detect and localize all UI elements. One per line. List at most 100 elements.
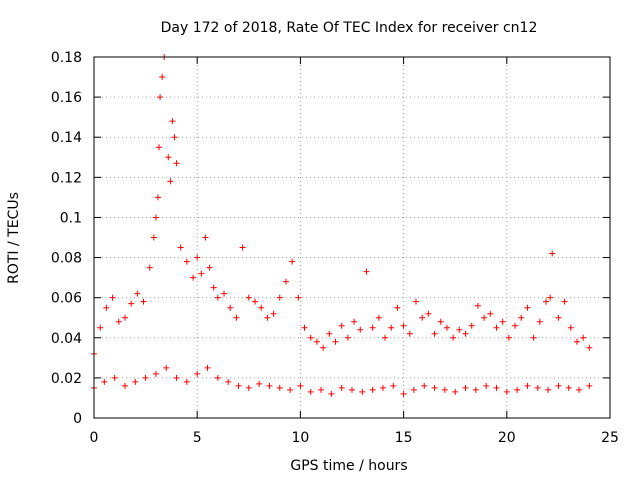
data-point — [338, 384, 345, 391]
y-tick-label: 0.08 — [51, 251, 82, 267]
data-point — [134, 290, 141, 297]
chart-title: Day 172 of 2018, Rate Of TEC Index for r… — [161, 20, 538, 36]
data-point — [177, 244, 184, 251]
data-point — [524, 382, 531, 389]
data-point — [128, 300, 135, 307]
data-point — [157, 94, 164, 101]
data-point — [359, 388, 366, 395]
data-point — [425, 310, 432, 317]
data-point — [456, 326, 463, 333]
data-point — [154, 194, 161, 201]
data-point — [441, 386, 448, 393]
data-point — [251, 298, 258, 305]
data-point — [132, 378, 139, 385]
y-tick-label: 0.12 — [51, 170, 82, 186]
data-point — [518, 314, 525, 321]
data-point — [256, 380, 263, 387]
x-tick-label: 0 — [90, 430, 99, 446]
data-point — [468, 322, 475, 329]
data-point — [452, 388, 459, 395]
y-tick-label: 0.18 — [51, 50, 82, 66]
data-point — [555, 382, 562, 389]
data-point — [565, 384, 572, 391]
data-point — [543, 298, 550, 305]
data-point — [295, 294, 302, 301]
data-point — [514, 386, 521, 393]
data-point — [156, 144, 163, 151]
data-point — [328, 390, 335, 397]
data-point — [332, 338, 339, 345]
data-point — [121, 382, 128, 389]
data-point — [344, 334, 351, 341]
data-point — [287, 386, 294, 393]
data-point — [313, 338, 320, 345]
data-point — [431, 384, 438, 391]
data-point — [351, 318, 358, 325]
data-point — [412, 298, 419, 305]
data-point — [258, 304, 265, 311]
x-tick-label: 10 — [291, 430, 309, 446]
data-point — [443, 324, 450, 331]
data-point — [142, 374, 149, 381]
data-point — [318, 386, 325, 393]
data-point — [512, 322, 519, 329]
data-point — [111, 374, 118, 381]
data-point — [349, 386, 355, 393]
data-point — [549, 250, 556, 257]
data-point — [394, 304, 401, 311]
y-axis-label: ROTI / TECUs — [6, 192, 22, 284]
data-point — [183, 258, 190, 265]
data-point — [169, 118, 176, 125]
data-point — [338, 322, 345, 329]
data-point — [171, 134, 178, 141]
data-point — [555, 314, 562, 321]
data-point — [282, 278, 289, 285]
y-tick-label: 0.04 — [51, 331, 82, 347]
data-point — [369, 386, 376, 393]
data-point — [146, 264, 153, 271]
data-point — [390, 382, 397, 389]
data-point — [450, 334, 457, 341]
grid-layer — [94, 57, 610, 418]
data-point — [233, 314, 240, 321]
x-tick-label: 15 — [395, 430, 413, 446]
data-point — [140, 298, 147, 305]
data-point — [152, 214, 159, 221]
data-point — [487, 310, 494, 317]
data-point — [307, 388, 314, 395]
data-point — [297, 382, 304, 389]
data-point — [400, 390, 407, 397]
data-point — [101, 378, 108, 385]
data-point — [190, 274, 197, 281]
data-point — [115, 318, 122, 325]
data-point — [586, 382, 593, 389]
data-point — [326, 330, 333, 337]
data-point — [307, 334, 314, 341]
data-point — [183, 378, 190, 385]
data-point — [245, 384, 252, 391]
x-axis-label: GPS time / hours — [290, 458, 407, 474]
data-point — [524, 304, 531, 311]
data-point — [419, 314, 426, 321]
data-point — [266, 382, 273, 389]
data-point — [375, 314, 382, 321]
data-point — [545, 386, 552, 393]
data-point — [472, 386, 479, 393]
data-point — [152, 370, 159, 377]
data-point — [264, 314, 271, 321]
data-point — [270, 310, 277, 317]
data-point — [159, 74, 166, 81]
data-point — [493, 324, 500, 331]
data-point — [194, 254, 201, 261]
points-layer — [91, 54, 593, 397]
data-point — [505, 334, 512, 341]
data-point — [165, 154, 172, 161]
y-tick-label: 0 — [73, 411, 82, 427]
data-point — [363, 268, 370, 275]
data-point — [167, 178, 174, 185]
data-point — [276, 294, 283, 301]
data-point — [245, 294, 252, 301]
data-point — [227, 304, 234, 311]
data-point — [214, 374, 221, 381]
data-point — [483, 382, 490, 389]
